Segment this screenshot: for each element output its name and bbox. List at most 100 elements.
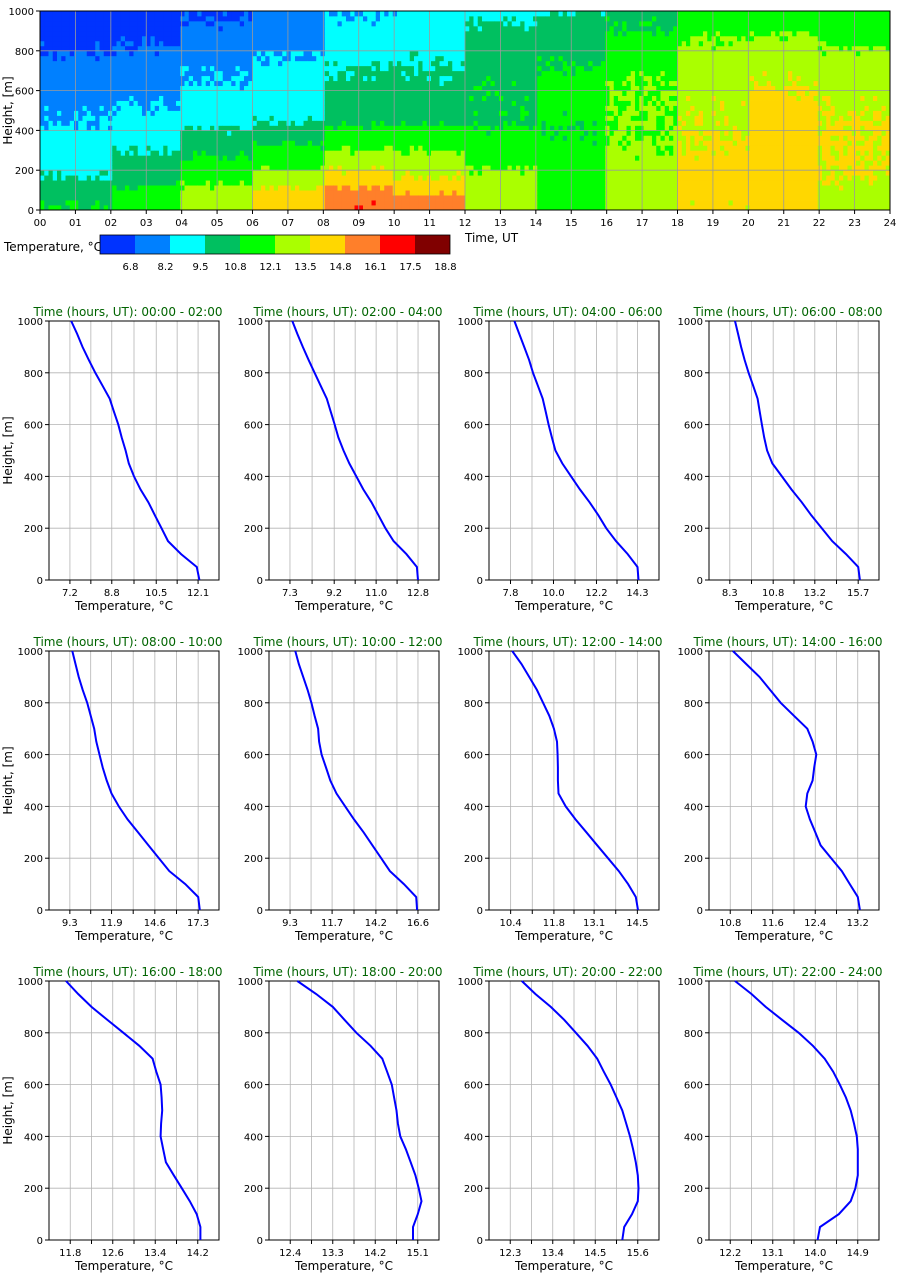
heatmap-cell — [371, 115, 377, 121]
heatmap-cell — [520, 25, 525, 32]
heatmap-cell — [103, 105, 109, 111]
heatmap-cell — [273, 135, 279, 141]
heatmap-cell — [61, 55, 66, 62]
heatmap-cell — [286, 90, 292, 96]
heatmap-cell — [439, 205, 445, 211]
heatmap-cell — [371, 80, 377, 87]
heatmap-cell — [409, 190, 415, 196]
heatmap-cell — [78, 125, 83, 131]
heatmap-cell — [477, 180, 483, 186]
heatmap-cell — [329, 150, 334, 156]
heatmap-cell — [443, 170, 449, 176]
heatmap-cell — [473, 165, 479, 171]
heatmap-cell — [269, 90, 275, 96]
heatmap-cell — [44, 25, 49, 32]
heatmap-cell — [142, 180, 147, 186]
heatmap-cell — [388, 120, 394, 126]
heatmap-cell — [40, 30, 45, 37]
heatmap-cell — [439, 85, 445, 92]
heatmap-cell — [452, 90, 457, 96]
heatmap-cell — [473, 140, 479, 146]
heatmap-cell — [137, 150, 143, 156]
heatmap-cell — [99, 115, 105, 121]
heatmap-cell — [91, 135, 96, 141]
heatmap-cell — [312, 150, 317, 156]
heatmap-cell — [545, 80, 551, 87]
heatmap-cell — [520, 90, 525, 96]
heatmap-cell — [426, 205, 432, 211]
heatmap-cell — [333, 70, 338, 77]
heatmap-cell — [537, 65, 542, 72]
heatmap-cell — [222, 95, 228, 101]
heatmap-cell — [477, 85, 483, 92]
heatmap-cell — [375, 200, 381, 206]
heatmap-cell — [222, 140, 228, 146]
heatmap-cell — [567, 25, 572, 32]
heatmap-cell — [562, 110, 568, 116]
heatmap-cell — [256, 160, 262, 166]
heatmap-cell — [150, 200, 156, 206]
heatmap-cell — [375, 130, 381, 136]
heatmap-cell — [125, 65, 130, 72]
heatmap-cell — [74, 20, 79, 27]
heatmap-cell — [239, 205, 245, 211]
heatmap-cell — [324, 90, 330, 96]
heatmap-cell — [256, 105, 262, 111]
heatmap-cell — [524, 55, 530, 62]
heatmap-cell — [265, 15, 270, 22]
heatmap-cell — [371, 85, 377, 92]
heatmap-cell — [388, 30, 394, 37]
heatmap-cell — [116, 200, 122, 206]
heatmap-cell — [516, 90, 521, 96]
heatmap-cell — [380, 125, 385, 131]
heatmap-cell — [222, 40, 228, 47]
heatmap-cell — [550, 125, 555, 131]
heatmap-cell — [443, 200, 449, 206]
heatmap-cell — [180, 190, 185, 196]
heatmap-cell — [65, 30, 71, 37]
heatmap-cell — [40, 125, 45, 131]
heatmap-cell — [380, 100, 385, 106]
heatmap-cell — [137, 20, 143, 27]
heatmap-cell — [82, 185, 88, 191]
heatmap-cell — [341, 205, 347, 211]
heatmap-cell — [142, 65, 147, 72]
heatmap-cell — [239, 20, 245, 27]
heatmap-cell — [422, 190, 428, 196]
heatmap-cell — [545, 40, 551, 47]
heatmap-cell — [329, 120, 334, 126]
heatmap-cell — [507, 160, 513, 166]
heatmap-cell — [316, 160, 321, 166]
heatmap-cell — [163, 200, 168, 206]
heatmap-cell — [554, 115, 559, 121]
heatmap-cell — [95, 35, 100, 42]
heatmap-cell — [431, 170, 436, 176]
heatmap-cell — [324, 95, 330, 101]
heatmap-cell — [286, 80, 292, 87]
heatmap-cell — [516, 185, 521, 191]
heatmap-cell — [443, 180, 449, 186]
heatmap-cell — [286, 95, 292, 101]
heatmap-cell — [333, 150, 338, 156]
heatmap-cell — [201, 65, 207, 72]
heatmap-cell — [490, 70, 496, 77]
heatmap-cell — [239, 200, 245, 206]
heatmap-cell — [528, 65, 534, 72]
heatmap-cell — [222, 25, 228, 32]
heatmap-cell — [439, 80, 445, 87]
heatmap-cell — [248, 40, 253, 47]
heatmap-cell — [69, 60, 75, 67]
heatmap-cell — [316, 195, 321, 201]
heatmap-cell — [86, 100, 92, 106]
heatmap-cell — [443, 190, 449, 196]
heatmap-cell — [150, 150, 156, 156]
heatmap-cell — [146, 80, 151, 87]
heatmap-cell — [57, 200, 62, 206]
heatmap-cell — [528, 205, 534, 211]
heatmap-cell — [307, 120, 313, 126]
heatmap-cell — [312, 165, 317, 171]
heatmap-cell — [265, 105, 270, 111]
heatmap-cell — [426, 11, 432, 17]
heatmap-cell — [205, 150, 211, 156]
heatmap-cell — [448, 40, 453, 47]
